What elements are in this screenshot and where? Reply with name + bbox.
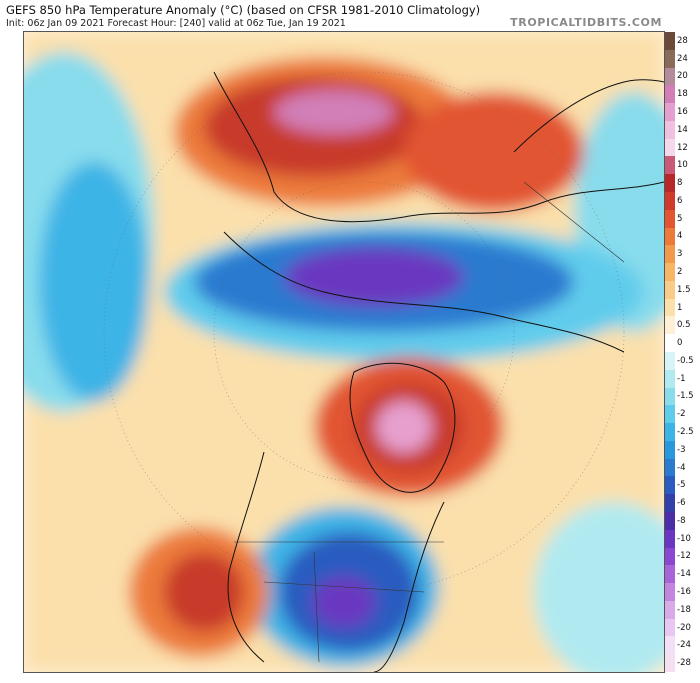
colorbar-segment [665, 636, 675, 655]
pacific-cool-core [39, 162, 149, 402]
arctic-extreme-cold [284, 247, 464, 307]
colorbar-label: -28 [677, 658, 691, 669]
colorbar-label: 20 [677, 71, 688, 82]
colorbar-segment [665, 120, 675, 140]
colorbar-label: 24 [677, 53, 688, 64]
latitude-circle [103, 71, 625, 593]
siberia-extreme-warm [274, 90, 394, 134]
colorbar-segment [665, 103, 675, 122]
colorbar-label: -12 [677, 551, 691, 562]
colorbar-segment [665, 263, 675, 282]
greenland-extreme-warm [376, 401, 432, 453]
anomaly-map-canvas [24, 32, 664, 672]
north-america-east-coast [373, 501, 445, 672]
colorbar-segment [665, 138, 675, 157]
colorbar-label: 1 [677, 302, 683, 313]
colorbar-label: -6 [677, 498, 686, 509]
colorbar-segment [665, 458, 675, 477]
colorbar-label: -2.5 [677, 427, 694, 437]
colorbar-label: -8 [677, 515, 686, 526]
colorbar-label: 28 [677, 35, 688, 46]
colorbar-label: 4 [677, 231, 683, 242]
colorbar-label: 5 [677, 213, 683, 224]
colorbar-label: 10 [677, 160, 688, 171]
colorbar-label: -10 [677, 533, 691, 544]
colorbar-label: -1.5 [677, 391, 694, 402]
colorbar-label: -24 [677, 640, 691, 651]
colorbar-label: -2 [677, 409, 686, 420]
colorbar-segment [665, 67, 675, 86]
colorbar-segment [665, 209, 675, 229]
colorbar-label: 14 [677, 124, 688, 135]
state-border [313, 551, 320, 663]
colorbar-label: 6 [677, 195, 683, 206]
forecast-info: Init: 06z Jan 09 2021 Forecast Hour: [24… [6, 18, 346, 29]
west-us-hot [164, 552, 244, 632]
colorbar-label: 0.5 [677, 320, 691, 331]
colorbar-label: -4 [677, 462, 686, 473]
colorbar-label: -1 [677, 373, 686, 384]
colorbar-label: -5 [677, 480, 686, 491]
colorbar-segment [665, 529, 675, 549]
colorbar-segment [665, 494, 675, 513]
colorbar-segment [665, 85, 675, 104]
state-border [263, 581, 425, 593]
colorbar-segment [665, 174, 675, 193]
colorbar-segment [665, 280, 675, 300]
colorbar-segment [665, 405, 675, 424]
colorbar-segment [665, 476, 675, 495]
colorbar-label: -16 [677, 587, 691, 597]
arctic-coast [223, 231, 625, 353]
eurasia-coast [213, 71, 664, 223]
colorbar-segment [665, 654, 675, 673]
coastlines [213, 71, 664, 672]
colorbar-segment [665, 298, 675, 317]
colorbar-label: -0.5 [677, 355, 694, 366]
colorbar-segment [665, 565, 675, 584]
colorbar-label: 1.5 [677, 284, 691, 295]
colorbar-label: 18 [677, 89, 688, 100]
colorbar-segment [665, 583, 675, 602]
colorbar-segment [665, 32, 675, 51]
colorbar-segment [665, 600, 675, 620]
colorbar-label: 0 [677, 338, 683, 349]
colorbar-segment [665, 227, 675, 246]
colorbar-segment [665, 512, 675, 531]
colorbar-label: -3 [677, 444, 686, 455]
latitude-circle [213, 181, 515, 483]
north-america-west-coast [227, 451, 265, 663]
colorbar-label: 12 [677, 142, 688, 153]
site-brand: TROPICALTIDBITS.COM [510, 16, 662, 29]
colorbar-segment [665, 245, 675, 264]
colorbar: 28 24 20 18 16 14 12 10 8 6 5 4 3 2 1.5 1 0.5 0 -0.5 -1 -1.5… [665, 32, 700, 673]
colorbar-segment [665, 547, 675, 566]
colorbar-segment [665, 440, 675, 460]
colorbar-segment [665, 352, 675, 371]
country-border [523, 181, 625, 263]
greenland-coast [349, 362, 456, 493]
colorbar-label: 2 [677, 267, 683, 277]
colorbar-segment [665, 156, 675, 175]
atlantic-cool-region [534, 502, 664, 672]
colorbar-label: 16 [677, 107, 688, 117]
colorbar-label: 8 [677, 178, 683, 189]
east-siberia-warm [404, 92, 584, 212]
colorbar-label: -14 [677, 569, 691, 580]
anomaly-map [23, 31, 665, 673]
colorbar-label: -18 [677, 604, 691, 615]
colorbar-segment [665, 334, 675, 353]
north-america-extreme-cold [312, 576, 376, 628]
colorbar-segment [665, 192, 675, 211]
map-title: GEFS 850 hPa Temperature Anomaly (°C) (b… [6, 3, 481, 17]
colorbar-segment [665, 316, 675, 335]
colorbar-segment [665, 618, 675, 637]
borders [234, 181, 625, 663]
colorbar-segment [665, 369, 675, 389]
colorbar-segment [665, 387, 675, 406]
colorbar-segment [665, 49, 675, 69]
colorbar-label: -20 [677, 622, 691, 633]
colorbar-segment [665, 423, 675, 442]
colorbar-label: 3 [677, 249, 683, 260]
europe-coast [513, 79, 664, 153]
